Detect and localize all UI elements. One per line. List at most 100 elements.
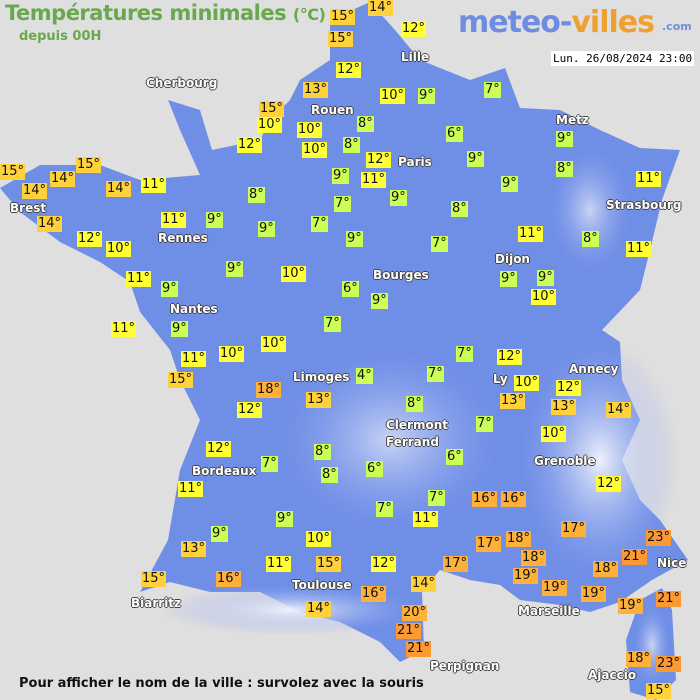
temperature-label[interactable]: 14°: [411, 576, 437, 592]
temperature-label[interactable]: 10°: [219, 346, 245, 362]
city-label[interactable]: Nantes: [170, 302, 218, 316]
temperature-label[interactable]: 11°: [518, 226, 544, 242]
temperature-label[interactable]: 10°: [281, 266, 307, 282]
temperature-label[interactable]: 19°: [542, 580, 568, 596]
city-label[interactable]: Ly: [493, 372, 508, 386]
city-label[interactable]: Rouen: [311, 103, 354, 117]
temperature-label[interactable]: 9°: [332, 168, 349, 184]
temperature-label[interactable]: 19°: [618, 598, 644, 614]
temperature-label[interactable]: 9°: [211, 526, 228, 542]
temperature-label[interactable]: 12°: [401, 21, 427, 37]
city-label[interactable]: Grenoble: [534, 454, 596, 468]
temperature-label[interactable]: 12°: [371, 556, 397, 572]
city-label[interactable]: Cherbourg: [146, 76, 218, 90]
temperature-label[interactable]: 10°: [514, 375, 540, 391]
temperature-label[interactable]: 4°: [356, 368, 373, 384]
temperature-label[interactable]: 10°: [531, 289, 557, 305]
temperature-label[interactable]: 7°: [484, 82, 501, 98]
temperature-label[interactable]: 13°: [303, 82, 329, 98]
temperature-label[interactable]: 13°: [306, 392, 332, 408]
temperature-label[interactable]: 9°: [346, 231, 363, 247]
temperature-label[interactable]: 13°: [551, 399, 577, 415]
temperature-label[interactable]: 7°: [324, 316, 341, 332]
temperature-label[interactable]: 9°: [371, 293, 388, 309]
temperature-label[interactable]: 8°: [451, 201, 468, 217]
temperature-label[interactable]: 8°: [314, 444, 331, 460]
temperature-label[interactable]: 7°: [334, 196, 351, 212]
temperature-label[interactable]: 18°: [521, 550, 547, 566]
city-label[interactable]: Paris: [398, 155, 432, 169]
temperature-label[interactable]: 12°: [206, 441, 232, 457]
temperature-label[interactable]: 23°: [656, 656, 682, 672]
temperature-label[interactable]: 14°: [606, 402, 632, 418]
city-label[interactable]: Ajaccio: [588, 668, 637, 682]
city-label[interactable]: Lille: [401, 50, 430, 64]
temperature-label[interactable]: 7°: [476, 416, 493, 432]
temperature-label[interactable]: 9°: [501, 176, 518, 192]
city-label[interactable]: Limoges: [293, 370, 350, 384]
temperature-label[interactable]: 14°: [306, 601, 332, 617]
temperature-label[interactable]: 17°: [476, 536, 502, 552]
temperature-label[interactable]: 17°: [443, 556, 469, 572]
city-label[interactable]: Nice: [657, 556, 687, 570]
temperature-label[interactable]: 9°: [500, 271, 517, 287]
temperature-label[interactable]: 9°: [537, 270, 554, 286]
temperature-label[interactable]: 10°: [380, 88, 406, 104]
temperature-label[interactable]: 15°: [330, 9, 356, 25]
temperature-label[interactable]: 19°: [513, 568, 539, 584]
temperature-label[interactable]: 18°: [256, 382, 282, 398]
temperature-label[interactable]: 11°: [626, 241, 652, 257]
city-label[interactable]: Clermont: [386, 418, 449, 432]
city-label[interactable]: Dijon: [495, 252, 530, 266]
city-label[interactable]: Toulouse: [292, 578, 352, 592]
temperature-label[interactable]: 15°: [76, 157, 102, 173]
temperature-label[interactable]: 8°: [556, 161, 573, 177]
temperature-label[interactable]: 11°: [111, 321, 137, 337]
temperature-label[interactable]: 10°: [297, 122, 323, 138]
temperature-label[interactable]: 14°: [368, 0, 394, 16]
temperature-label[interactable]: 9°: [226, 261, 243, 277]
temperature-label[interactable]: 11°: [141, 177, 167, 193]
temperature-label[interactable]: 11°: [181, 351, 207, 367]
city-label[interactable]: Marseille: [518, 604, 580, 618]
temperature-label[interactable]: 10°: [106, 241, 132, 257]
temperature-label[interactable]: 8°: [343, 137, 360, 153]
city-label[interactable]: Perpignan: [430, 659, 500, 673]
temperature-label[interactable]: 18°: [626, 651, 652, 667]
temperature-label[interactable]: 11°: [178, 481, 204, 497]
temperature-label[interactable]: 11°: [413, 511, 439, 527]
temperature-label[interactable]: 16°: [216, 571, 242, 587]
temperature-label[interactable]: 11°: [126, 271, 152, 287]
temperature-label[interactable]: 9°: [206, 212, 223, 228]
temperature-label[interactable]: 10°: [302, 142, 328, 158]
temperature-label[interactable]: 10°: [257, 117, 283, 133]
temperature-label[interactable]: 23°: [646, 530, 672, 546]
temperature-label[interactable]: 7°: [261, 456, 278, 472]
temperature-label[interactable]: 6°: [366, 461, 383, 477]
temperature-label[interactable]: 14°: [106, 181, 132, 197]
temperature-label[interactable]: 20°: [402, 605, 428, 621]
temperature-label[interactable]: 8°: [321, 467, 338, 483]
temperature-label[interactable]: 12°: [497, 349, 523, 365]
temperature-label[interactable]: 6°: [446, 126, 463, 142]
temperature-label[interactable]: 14°: [22, 183, 48, 199]
city-label[interactable]: Metz: [556, 113, 589, 127]
temperature-label[interactable]: 9°: [161, 281, 178, 297]
temperature-label[interactable]: 14°: [50, 171, 76, 187]
temperature-label[interactable]: 7°: [311, 216, 328, 232]
temperature-label[interactable]: 12°: [366, 152, 392, 168]
temperature-label[interactable]: 15°: [646, 683, 672, 699]
city-label[interactable]: Bordeaux: [192, 464, 257, 478]
city-label[interactable]: Rennes: [158, 231, 208, 245]
temperature-label[interactable]: 7°: [428, 490, 445, 506]
temperature-label[interactable]: 12°: [237, 402, 263, 418]
temperature-label[interactable]: 12°: [596, 476, 622, 492]
temperature-label[interactable]: 21°: [396, 623, 422, 639]
city-label[interactable]: Strasbourg: [606, 198, 682, 212]
temperature-label[interactable]: 11°: [266, 556, 292, 572]
temperature-label[interactable]: 15°: [259, 101, 285, 117]
temperature-label[interactable]: 12°: [336, 62, 362, 78]
temperature-label[interactable]: 15°: [316, 556, 342, 572]
temperature-label[interactable]: 12°: [237, 137, 263, 153]
temperature-label[interactable]: 16°: [361, 586, 387, 602]
